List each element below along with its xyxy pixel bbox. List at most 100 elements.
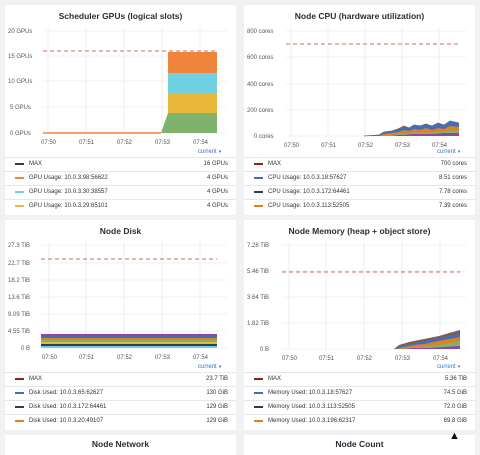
panel-title[interactable]: Scheduler GPUs (logical slots) [58,11,183,21]
x-tick: 07:51 [321,143,337,149]
legend-row[interactable]: CPU Usage: 10.0.3.172:64461 7.78 cores [244,185,475,199]
sort-current-dropdown[interactable]: current ▾ [437,149,460,155]
x-tick: 07:53 [395,143,411,149]
legend-name: GPU Usage: 10.0.3.98:56622 [29,175,108,181]
disk-band [41,342,217,344]
legend-name: CPU Usage: 10.0.3.172:64461 [268,189,350,195]
legend-swatch [254,378,263,380]
legend-name: CPU Usage: 10.0.3.18:57627 [268,175,347,181]
legend-row[interactable]: MAX 5.36 TiB [244,372,475,386]
sort-label: current [198,149,217,155]
legend-row[interactable]: MAX 700 cores [244,157,475,171]
legend-value: 7.39 cores [438,203,467,209]
caret-down-icon: ▾ [218,149,222,155]
x-tick: 07:54 [432,143,448,149]
y-tick: 5 GPUs [10,105,31,111]
legend-swatch [254,191,263,193]
sort-current-dropdown[interactable]: current ▾ [198,149,221,155]
legend-row[interactable]: Memory Used: 10.0.3.18:57627 74.5 GiB [244,386,475,400]
legend-row[interactable]: Memory Used: 10.0.3.196:62317 69.8 GiB [244,414,475,428]
panel-title[interactable]: Node Memory (heap + object store) [288,226,431,236]
y-tick: 0 B [260,347,269,353]
panel-node-cpu: Node CPU (hardware utilization) 800 core… [244,5,475,215]
legend-swatch [15,191,24,193]
y-tick: 27.3 TiB [8,243,30,249]
disk-band [41,336,217,338]
caret-down-icon: ▾ [457,149,461,155]
disk-band [41,346,217,348]
legend-name: GPU Usage: 10.0.3.30:38557 [29,189,108,195]
legend-value: 130 GiB [206,390,228,396]
legend-swatch [254,205,263,207]
legend-value: 700 cores [440,161,467,167]
x-tick: 07:50 [284,143,300,149]
legend-swatch [254,420,263,422]
legend-row[interactable]: GPU Usage: 10.0.3.98:56622 4 GPUs [5,171,236,185]
y-tick: 9.09 TiB [8,312,30,318]
x-tick: 07:50 [41,140,57,146]
x-tick: 07:54 [193,355,209,361]
y-tick: 0 GPUs [10,131,31,137]
panel-title[interactable]: Node Disk [99,226,142,236]
legend-row[interactable]: GPU Usage: 10.0.3.30:38557 4 GPUs [5,185,236,199]
legend-value: 74.5 GiB [443,390,467,396]
y-tick: 600 cores [247,55,273,61]
legend-row[interactable]: Disk Used: 10.0.3.20:49107 129 GiB [5,414,236,428]
panel-title[interactable]: Node Network [91,439,150,449]
legend-row[interactable]: CPU Usage: 10.0.3.113:52505 7.39 cores [244,199,475,213]
panel-scheduler-gpus: Scheduler GPUs (logical slots) 20 GPUs 1… [5,5,236,215]
legend-swatch [15,420,24,422]
legend-row[interactable]: MAX 16 GPUs [5,157,236,171]
legend-name: Memory Used: 10.0.3.113:52505 [268,404,355,410]
memory-legend: MAX 5.36 TiB Memory Used: 10.0.3.18:57627… [244,372,475,428]
legend-row[interactable]: Disk Used: 10.0.3.172:64461 129 GiB [5,400,236,414]
legend-name: CPU Usage: 10.0.3.113:52505 [268,203,350,209]
y-tick: 20 GPUs [8,29,32,35]
legend-swatch [15,406,24,408]
gpu-series-3 [161,93,217,133]
panel-node-memory: Node Memory (heap + object store) 7.28 T… [244,220,475,430]
y-tick: 4.55 TiB [8,329,30,335]
legend-name: Disk Used: 10.0.3.20:49107 [29,418,104,424]
y-tick: 5.46 TiB [247,269,269,275]
y-tick: 400 cores [247,82,273,88]
caret-down-icon: ▾ [218,364,222,370]
x-tick: 07:52 [117,355,133,361]
y-tick: 15 GPUs [8,54,32,60]
x-tick: 07:50 [42,355,58,361]
mem-series-area [402,346,460,349]
panel-title[interactable]: Node CPU (hardware utilization) [294,11,425,21]
sort-label: current [437,149,456,155]
legend-swatch [15,392,24,394]
sort-current-dropdown[interactable]: current ▾ [198,364,221,370]
panel-node-network: Node Network [5,435,236,455]
legend-swatch [15,163,24,165]
x-tick: 07:53 [155,140,171,146]
panel-node-count: Node Count [244,435,475,455]
y-tick: 10 GPUs [8,79,32,85]
legend-swatch [254,163,263,165]
legend-value: 5.36 TiB [444,376,467,382]
y-tick: 13.6 TiB [8,295,30,301]
legend-name: Memory Used: 10.0.3.196:62317 [268,418,356,424]
legend-value: 69.8 GiB [443,418,467,424]
y-tick: 1.82 TiB [247,321,269,327]
legend-row[interactable]: Memory Used: 10.0.3.113:52505 72.0 GiB [244,400,475,414]
panel-title[interactable]: Node Count [335,439,384,449]
x-tick: 07:54 [193,140,209,146]
sort-current-dropdown[interactable]: current ▾ [437,364,460,370]
y-tick: 0 cores [254,134,274,140]
legend-row[interactable]: Disk Used: 10.0.3.65:62627 130 GiB [5,386,236,400]
y-tick: 200 cores [247,108,273,114]
legend-value: 16 GPUs [203,161,228,167]
memory-chart: 7.28 TiB 5.46 TiB 3.64 TiB 1.82 TiB 0 B … [247,242,466,362]
legend-row[interactable]: CPU Usage: 10.0.3.18:57627 8.51 cores [244,171,475,185]
legend-name: MAX [268,376,282,382]
legend-row[interactable]: GPU Usage: 10.0.3.29:65101 4 GPUs [5,199,236,213]
disk-band [41,344,217,346]
x-tick: 07:53 [395,356,411,362]
legend-name: Disk Used: 10.0.3.65:62627 [29,390,104,396]
legend-row[interactable]: MAX 23.7 TiB [5,372,236,386]
legend-name: MAX [29,161,43,167]
x-tick: 07:51 [79,140,95,146]
